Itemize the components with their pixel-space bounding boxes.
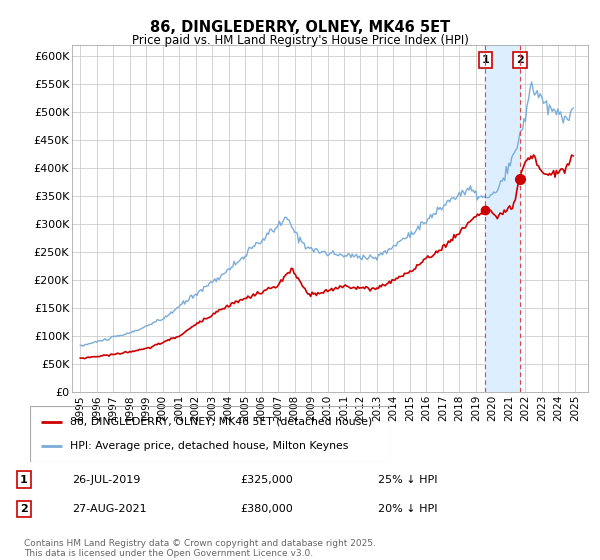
Text: £380,000: £380,000 [240,504,293,514]
Bar [485,45,520,392]
Text: 1: 1 [20,475,28,484]
Text: 2: 2 [516,55,524,65]
Text: 2: 2 [20,504,28,514]
Text: Price paid vs. HM Land Registry's House Price Index (HPI): Price paid vs. HM Land Registry's House … [131,34,469,46]
Text: 20% ↓ HPI: 20% ↓ HPI [378,504,437,514]
Text: HPI: Average price, detached house, Milton Keynes: HPI: Average price, detached house, Milt… [70,441,348,451]
Text: 1: 1 [482,55,490,65]
Text: Contains HM Land Registry data © Crown copyright and database right 2025.
This d: Contains HM Land Registry data © Crown c… [24,539,376,558]
Text: 86, DINGLEDERRY, OLNEY, MK46 5ET: 86, DINGLEDERRY, OLNEY, MK46 5ET [150,20,450,35]
Text: 25% ↓ HPI: 25% ↓ HPI [378,475,437,484]
Text: 27-AUG-2021: 27-AUG-2021 [72,504,146,514]
Text: 86, DINGLEDERRY, OLNEY, MK46 5ET (detached house): 86, DINGLEDERRY, OLNEY, MK46 5ET (detach… [70,417,372,427]
Text: £325,000: £325,000 [240,475,293,484]
Text: 26-JUL-2019: 26-JUL-2019 [72,475,140,484]
